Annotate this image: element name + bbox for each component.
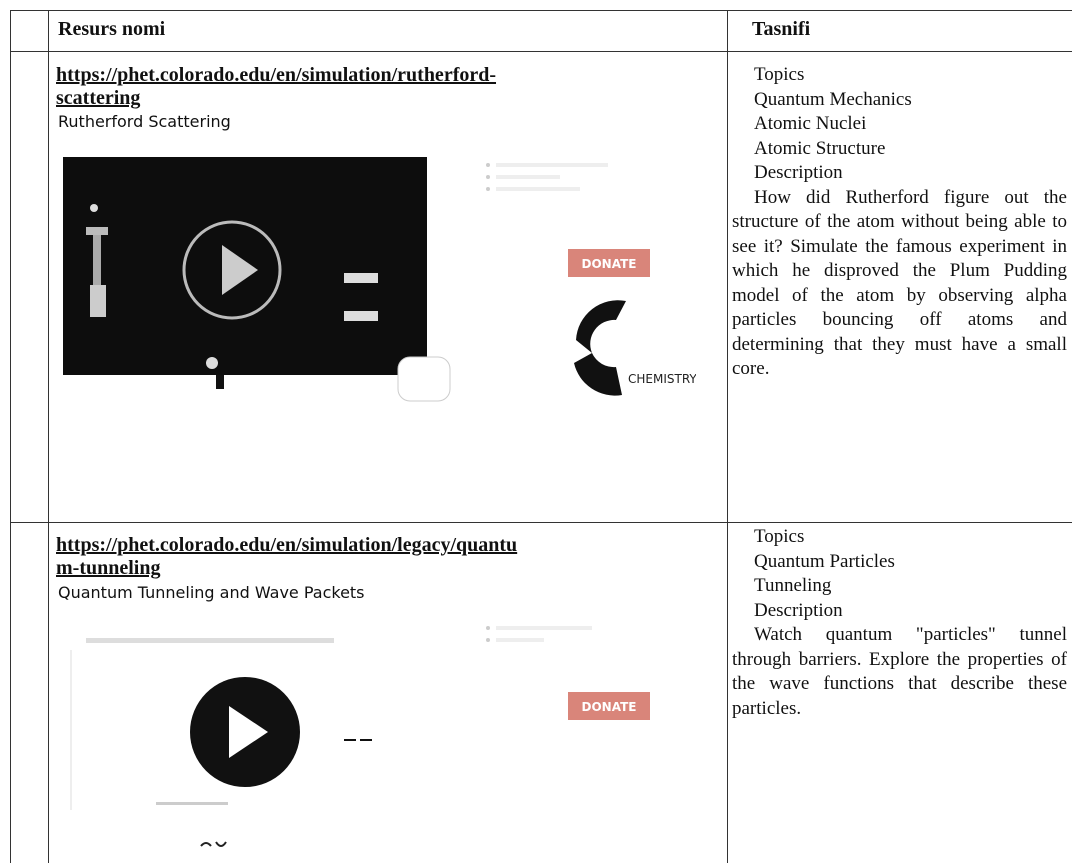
rule bbox=[10, 10, 1072, 11]
link-line[interactable]: scattering bbox=[56, 87, 141, 109]
image-detail bbox=[90, 285, 106, 317]
topic-line: Description bbox=[754, 162, 843, 183]
play-circle bbox=[182, 220, 282, 320]
resource-link[interactable]: https://phet.colorado.edu/en/simulation/… bbox=[56, 64, 496, 110]
image-detail bbox=[344, 311, 378, 321]
bullet-list bbox=[486, 163, 608, 191]
resource-title: Quantum Tunneling and Wave Packets bbox=[58, 583, 365, 602]
topic-line: Atomic Nuclei bbox=[754, 113, 867, 134]
image-detail bbox=[360, 739, 372, 741]
image-detail bbox=[344, 739, 356, 741]
rule bbox=[727, 10, 728, 863]
bullet-list bbox=[486, 626, 592, 642]
image-detail bbox=[90, 204, 98, 212]
donate-button bbox=[568, 249, 650, 277]
screenshot-image: DONATE bbox=[70, 626, 650, 847]
screenshot-image: DONATE CHEMISTRY bbox=[63, 157, 696, 402]
description: Watch quantum "particles" tunnel through… bbox=[732, 624, 1067, 719]
image-detail bbox=[206, 357, 218, 369]
link-line[interactable]: m-tunneling bbox=[56, 557, 161, 579]
link-line[interactable]: https://phet.colorado.edu/en/simulation/… bbox=[56, 534, 518, 556]
image-detail bbox=[70, 650, 72, 810]
donate-label: DONATE bbox=[582, 257, 637, 271]
image-detail bbox=[344, 273, 378, 283]
image-detail bbox=[216, 375, 224, 389]
rule bbox=[48, 10, 49, 863]
header-cell: Tasnifi bbox=[752, 18, 811, 40]
donate-label: DONATE bbox=[582, 700, 637, 714]
topic-line: Topics bbox=[754, 526, 805, 547]
image-detail bbox=[86, 227, 108, 235]
resource-title: Rutherford Scattering bbox=[58, 112, 231, 131]
description: How did Rutherford figure out the struct… bbox=[732, 186, 1067, 380]
rule bbox=[10, 10, 11, 863]
header-cell: Resurs nomi bbox=[58, 18, 166, 40]
image-detail bbox=[200, 841, 227, 847]
image-label: CHEMISTRY bbox=[628, 372, 696, 386]
link-line[interactable]: https://phet.colorado.edu/en/simulation/… bbox=[56, 64, 497, 86]
play-icon bbox=[222, 245, 258, 295]
image-detail bbox=[156, 802, 228, 805]
topic-line: Description bbox=[754, 599, 843, 621]
rule bbox=[10, 522, 1072, 523]
topic-line: Quantum Mechanics bbox=[754, 88, 912, 110]
logo bbox=[576, 300, 626, 353]
topic-line: Topics bbox=[754, 64, 805, 85]
classification-cell: Topics Quantum Particles Tunneling Descr… bbox=[732, 525, 1067, 721]
classification-cell: Topics Quantum Mechanics Atomic Nuclei A… bbox=[732, 63, 1067, 382]
donate-button bbox=[568, 692, 650, 720]
topic-line: Tunneling bbox=[754, 575, 832, 596]
resource-link[interactable]: https://phet.colorado.edu/en/simulation/… bbox=[56, 534, 517, 580]
image-detail bbox=[397, 356, 451, 402]
image-detail bbox=[86, 638, 334, 643]
logo bbox=[574, 353, 622, 396]
image-detail bbox=[93, 235, 101, 285]
topic-line: Quantum Particles bbox=[754, 550, 895, 572]
rule bbox=[10, 51, 1072, 52]
topic-line: Atomic Structure bbox=[754, 137, 886, 159]
play-icon bbox=[229, 706, 268, 758]
